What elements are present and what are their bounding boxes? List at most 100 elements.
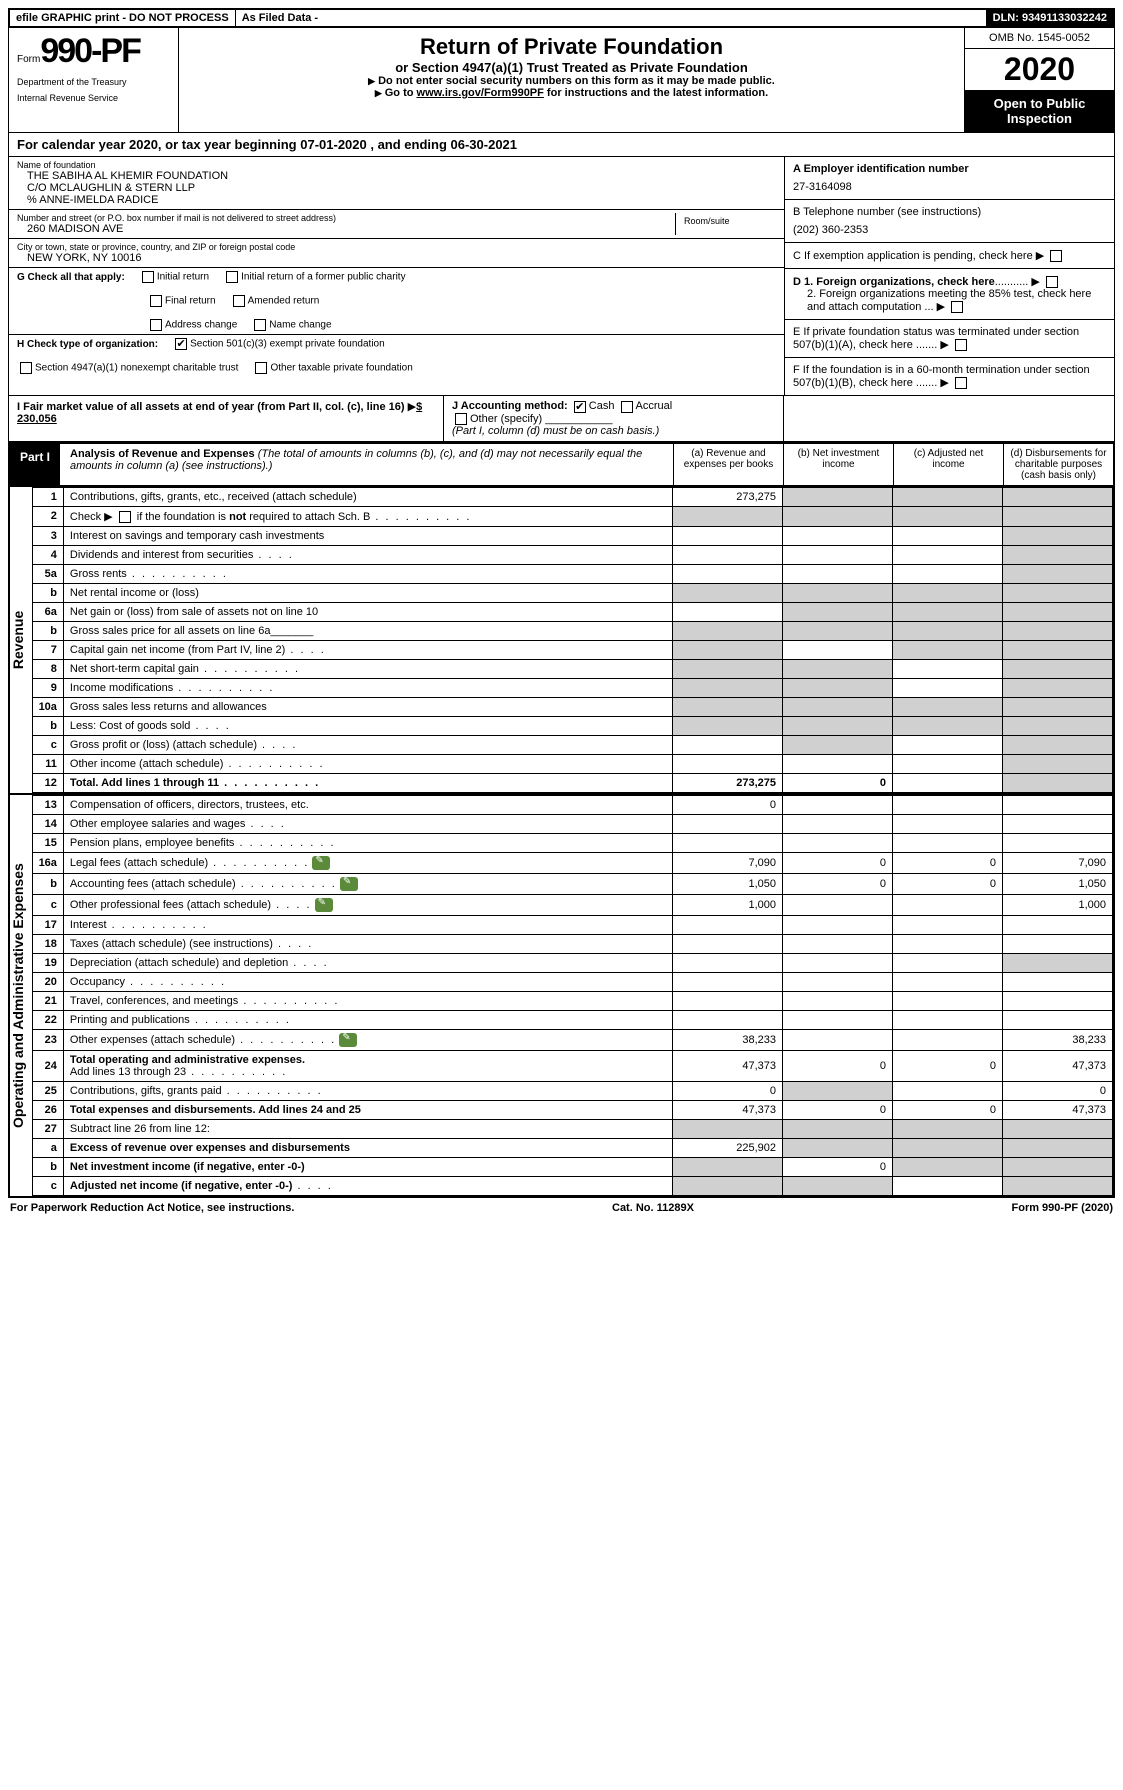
table-row: cGross profit or (loss) (attach schedule… bbox=[32, 735, 1112, 754]
table-row: 4Dividends and interest from securities bbox=[32, 545, 1112, 564]
chk-sch-b[interactable] bbox=[119, 511, 131, 523]
table-row: 15Pension plans, employee benefits bbox=[32, 833, 1112, 852]
attach-icon[interactable] bbox=[315, 898, 333, 912]
table-row: 27Subtract line 26 from line 12: bbox=[32, 1119, 1112, 1138]
f-cell: F If the foundation is in a 60-month ter… bbox=[785, 358, 1114, 395]
col-c-hdr: (c) Adjusted net income bbox=[893, 444, 1003, 485]
chk-other-method[interactable] bbox=[455, 413, 467, 425]
city-cell: City or town, state or province, country… bbox=[9, 239, 784, 268]
form-number: 990-PF bbox=[40, 32, 140, 71]
chk-4947a1[interactable] bbox=[20, 362, 32, 374]
table-row: 23Other expenses (attach schedule) 38,23… bbox=[32, 1029, 1112, 1050]
chk-address-change[interactable] bbox=[150, 319, 162, 331]
opex-table: 13Compensation of officers, directors, t… bbox=[32, 795, 1113, 1196]
entity-info: Name of foundation THE SABIHA AL KHEMIR … bbox=[8, 157, 1115, 396]
col-d-hdr: (d) Disbursements for charitable purpose… bbox=[1003, 444, 1113, 485]
table-row: 1Contributions, gifts, grants, etc., rec… bbox=[32, 487, 1112, 506]
year-block: OMB No. 1545-0052 2020 Open to Public In… bbox=[964, 28, 1114, 132]
table-row: 9Income modifications bbox=[32, 678, 1112, 697]
revenue-section: Revenue 1Contributions, gifts, grants, e… bbox=[8, 487, 1115, 795]
inspection-notice: Open to Public Inspection bbox=[965, 90, 1114, 132]
attach-icon[interactable] bbox=[340, 877, 358, 891]
chk-name-change[interactable] bbox=[254, 319, 266, 331]
footer-mid: Cat. No. 11289X bbox=[612, 1202, 694, 1214]
instr-1: Do not enter social security numbers on … bbox=[199, 75, 944, 87]
table-row: 5aGross rents bbox=[32, 564, 1112, 583]
d-cell: D 1. Foreign organizations, check here..… bbox=[785, 269, 1114, 320]
chk-initial[interactable] bbox=[142, 271, 154, 283]
table-row: 16aLegal fees (attach schedule) 7,090007… bbox=[32, 852, 1112, 873]
table-row: 17Interest bbox=[32, 915, 1112, 934]
chk-d1[interactable] bbox=[1046, 276, 1058, 288]
part1-header: Part I Analysis of Revenue and Expenses … bbox=[8, 442, 1115, 487]
form-subtitle: or Section 4947(a)(1) Trust Treated as P… bbox=[199, 60, 944, 75]
table-row: 13Compensation of officers, directors, t… bbox=[32, 795, 1112, 814]
address-cell: Number and street (or P.O. box number if… bbox=[9, 210, 784, 239]
attach-icon[interactable] bbox=[312, 856, 330, 870]
table-row: 24Total operating and administrative exp… bbox=[32, 1050, 1112, 1081]
form-title: Return of Private Foundation bbox=[199, 34, 944, 60]
table-row: 8Net short-term capital gain bbox=[32, 659, 1112, 678]
chk-f[interactable] bbox=[955, 377, 967, 389]
table-row: 18Taxes (attach schedule) (see instructi… bbox=[32, 934, 1112, 953]
table-row: 3Interest on savings and temporary cash … bbox=[32, 526, 1112, 545]
form-id-block: Form 990-PF Department of the Treasury I… bbox=[9, 28, 179, 132]
form-header: Form 990-PF Department of the Treasury I… bbox=[8, 28, 1115, 133]
dept-line2: Internal Revenue Service bbox=[17, 93, 170, 103]
table-row: bAccounting fees (attach schedule) 1,050… bbox=[32, 873, 1112, 894]
instr-2: Go to www.irs.gov/Form990PF for instruct… bbox=[199, 87, 944, 99]
table-row: 26Total expenses and disbursements. Add … bbox=[32, 1100, 1112, 1119]
table-row: 10aGross sales less returns and allowanc… bbox=[32, 697, 1112, 716]
table-row: bNet investment income (if negative, ent… bbox=[32, 1157, 1112, 1176]
revenue-table: 1Contributions, gifts, grants, etc., rec… bbox=[32, 487, 1113, 793]
table-row: bLess: Cost of goods sold bbox=[32, 716, 1112, 735]
table-row: 14Other employee salaries and wages bbox=[32, 814, 1112, 833]
chk-c[interactable] bbox=[1050, 250, 1062, 262]
chk-d2[interactable] bbox=[951, 301, 963, 313]
footer-left: For Paperwork Reduction Act Notice, see … bbox=[10, 1202, 294, 1214]
topbar: efile GRAPHIC print - DO NOT PROCESS As … bbox=[8, 8, 1115, 28]
table-row: 19Depreciation (attach schedule) and dep… bbox=[32, 953, 1112, 972]
tax-year: 2020 bbox=[965, 49, 1114, 90]
revenue-label: Revenue bbox=[10, 487, 32, 793]
efile-notice: efile GRAPHIC print - DO NOT PROCESS bbox=[10, 10, 236, 26]
table-row: bNet rental income or (loss) bbox=[32, 583, 1112, 602]
table-row: 12Total. Add lines 1 through 11273,2750 bbox=[32, 773, 1112, 792]
chk-501c3[interactable]: ✔ bbox=[175, 338, 187, 350]
table-row: cAdjusted net income (if negative, enter… bbox=[32, 1176, 1112, 1195]
form-prefix: Form bbox=[17, 54, 40, 65]
table-row: 21Travel, conferences, and meetings bbox=[32, 991, 1112, 1010]
omb-number: OMB No. 1545-0052 bbox=[965, 28, 1114, 49]
page-footer: For Paperwork Reduction Act Notice, see … bbox=[8, 1198, 1115, 1218]
h-check-row: H Check type of organization: ✔Section 5… bbox=[9, 335, 784, 377]
table-row: 20Occupancy bbox=[32, 972, 1112, 991]
irs-link[interactable]: www.irs.gov/Form990PF bbox=[417, 87, 544, 99]
table-row: aExcess of revenue over expenses and dis… bbox=[32, 1138, 1112, 1157]
chk-final[interactable] bbox=[150, 295, 162, 307]
table-row: 11Other income (attach schedule) bbox=[32, 754, 1112, 773]
table-row: bGross sales price for all assets on lin… bbox=[32, 621, 1112, 640]
ij-row: I Fair market value of all assets at end… bbox=[8, 396, 1115, 441]
dln: DLN: 93491133032242 bbox=[987, 10, 1113, 26]
chk-initial-former[interactable] bbox=[226, 271, 238, 283]
opex-label: Operating and Administrative Expenses bbox=[10, 795, 32, 1196]
chk-accrual[interactable] bbox=[621, 401, 633, 413]
name-cell: Name of foundation THE SABIHA AL KHEMIR … bbox=[9, 157, 784, 210]
table-row: 6aNet gain or (loss) from sale of assets… bbox=[32, 602, 1112, 621]
room-suite-label: Room/suite bbox=[684, 216, 768, 226]
table-row: cOther professional fees (attach schedul… bbox=[32, 894, 1112, 915]
table-row: 7Capital gain net income (from Part IV, … bbox=[32, 640, 1112, 659]
e-cell: E If private foundation status was termi… bbox=[785, 320, 1114, 358]
chk-other-taxable[interactable] bbox=[255, 362, 267, 374]
col-a-hdr: (a) Revenue and expenses per books bbox=[673, 444, 783, 485]
dept-line1: Department of the Treasury bbox=[17, 77, 170, 87]
opex-section: Operating and Administrative Expenses 13… bbox=[8, 795, 1115, 1198]
attach-icon[interactable] bbox=[339, 1033, 357, 1047]
chk-e[interactable] bbox=[955, 339, 967, 351]
chk-cash[interactable]: ✔ bbox=[574, 401, 586, 413]
g-check-row: G Check all that apply: Initial return I… bbox=[9, 268, 784, 335]
col-b-hdr: (b) Net investment income bbox=[783, 444, 893, 485]
chk-amended[interactable] bbox=[233, 295, 245, 307]
table-row: 22Printing and publications bbox=[32, 1010, 1112, 1029]
table-row: 2Check ▶ if the foundation is not requir… bbox=[32, 506, 1112, 526]
